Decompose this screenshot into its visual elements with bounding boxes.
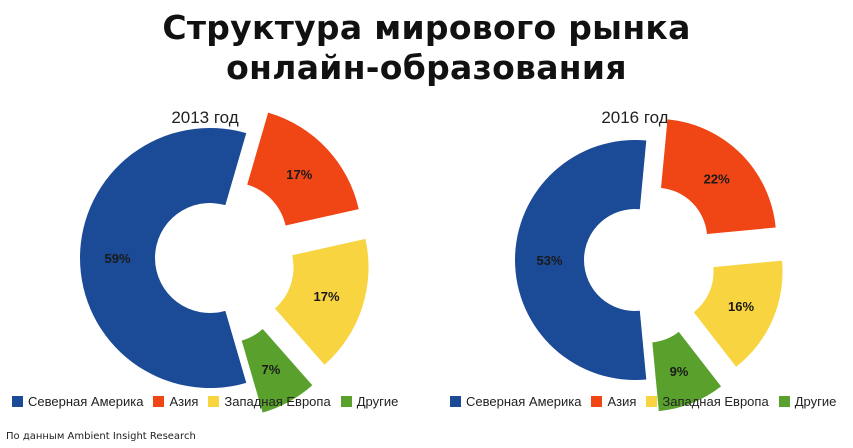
legend-swatch-north-america <box>12 396 23 407</box>
legend-2016: Северная Америка Азия Западная Европа Др… <box>450 394 846 409</box>
legend-label-north-america: Северная Америка <box>466 394 582 409</box>
donut-chart-2016: 53% 22% 16% 9% <box>515 119 783 412</box>
page-title: Структура мирового рынка онлайн-образова… <box>0 8 853 88</box>
legend-swatch-north-america <box>450 396 461 407</box>
slice-label-asia: 22% <box>704 171 730 186</box>
slice-label-other: 7% <box>262 362 281 377</box>
donut-chart-2013: 59% 17% 17% 7% <box>79 112 369 413</box>
legend-item-asia: Азия <box>153 394 198 409</box>
source-note: По данным Ambient Insight Research <box>6 431 196 442</box>
legend-item-other: Другие <box>778 394 837 409</box>
slice-asia <box>247 112 359 226</box>
title-line-1: Структура мирового рынка <box>162 8 691 47</box>
legend-label-other: Другие <box>794 394 837 409</box>
slice-other <box>241 329 313 413</box>
slice-western-europe <box>274 238 369 365</box>
legend-label-western-europe: Западная Европа <box>224 394 331 409</box>
slice-asia <box>661 119 776 234</box>
legend-swatch-western-europe <box>208 396 220 407</box>
chart-title-2016: 2016 год <box>601 108 669 127</box>
legend-label-asia: Азия <box>607 394 637 409</box>
slice-label-western-europe: 16% <box>728 299 754 314</box>
legend-2013: Северная Америка Азия Западная Европа Др… <box>12 394 408 409</box>
legend-label-north-america: Северная Америка <box>28 394 144 409</box>
slice-label-asia: 17% <box>286 167 312 182</box>
slice-western-europe <box>693 260 783 367</box>
legend-item-western-europe: Западная Европа <box>646 394 769 409</box>
legend-label-western-europe: Западная Европа <box>662 394 769 409</box>
slice-other <box>652 331 722 412</box>
slice-north-america <box>79 128 247 389</box>
legend-swatch-other <box>340 396 352 407</box>
legend-item-north-america: Северная Америка <box>12 394 143 409</box>
legend-swatch-other <box>778 396 790 407</box>
title-line-2: онлайн-образования <box>226 48 627 87</box>
slice-label-north-america: 53% <box>536 253 562 268</box>
slice-label-north-america: 59% <box>104 251 130 266</box>
legend-swatch-asia <box>153 396 165 407</box>
slice-label-western-europe: 17% <box>313 289 339 304</box>
legend-item-asia: Азия <box>591 394 636 409</box>
legend-item-other: Другие <box>340 394 399 409</box>
legend-item-western-europe: Западная Европа <box>208 394 331 409</box>
chart-title-2013: 2013 год <box>171 108 239 127</box>
slice-north-america <box>515 140 647 380</box>
legend-label-other: Другие <box>356 394 399 409</box>
legend-swatch-asia <box>591 396 603 407</box>
legend-item-north-america: Северная Америка <box>450 394 581 409</box>
legend-label-asia: Азия <box>169 394 199 409</box>
slice-label-other: 9% <box>670 364 689 379</box>
legend-swatch-western-europe <box>646 396 658 407</box>
